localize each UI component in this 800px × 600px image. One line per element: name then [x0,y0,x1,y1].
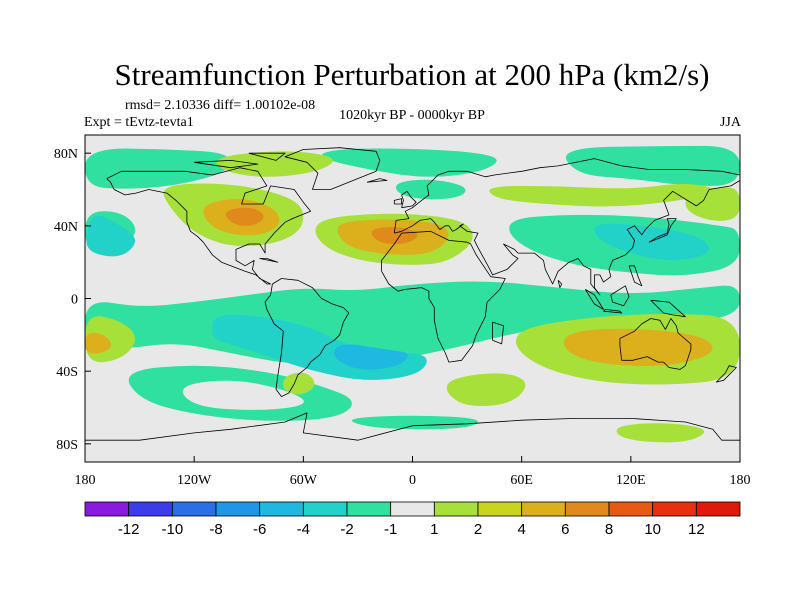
coastline-5 [85,412,740,441]
period-label: 1020kyr BP - 0000kyr BP [339,108,485,123]
coastline-10 [584,289,604,310]
colorbar-label: -4 [297,521,310,538]
x-tick-label: 120E [616,473,646,488]
colorbar-swatch [259,501,304,517]
y-tick-label: 40S [56,365,78,380]
coastline-17 [366,178,388,183]
coastline-3 [393,158,740,296]
map-area [85,135,740,462]
contour-west-pacific-low [86,215,136,257]
colorbar-label: 2 [474,521,482,538]
contour-antarctic-low [351,415,479,430]
contour-greenland-high [216,151,333,177]
colorbar-swatch [521,501,566,517]
coastline-20 [194,159,259,169]
x-tick-label: 120W [177,473,212,488]
chart-title: Streamfunction Perturbation at 200 hPa (… [115,57,710,92]
colorbar-label: 12 [688,521,705,538]
contour-south-indian-high [446,373,526,407]
colorbar-label: 1 [430,521,438,538]
colorbar-label: -6 [253,521,266,538]
colorbar-label: -1 [384,521,397,538]
coastline-8 [393,198,403,205]
colorbar-swatch [477,501,523,517]
contour-atlantic-peak [371,227,418,244]
contour-north-america-peak [225,207,264,226]
contour-arctic-asia [565,145,740,186]
contour-west-pacific-sh-core [85,332,112,354]
coastline-21 [248,152,286,161]
x-tick-label: 180 [730,473,751,488]
coastline-9 [648,218,677,243]
coastline-18 [557,280,563,289]
colorbar-swatch [433,501,479,517]
colorbar-swatch [128,501,173,517]
coastline-6 [284,147,381,190]
y-tick-label: 80N [54,147,78,162]
colorbar-label: 10 [644,521,661,538]
y-tick-label: 40N [54,220,78,235]
x-tick-label: 0 [409,473,416,488]
colorbar-swatch [171,501,217,517]
contour-arctic-low [321,148,497,177]
colorbar-label: -10 [161,521,183,538]
colorbar-label: -2 [340,521,353,538]
contour-eurasia-high [489,184,713,207]
x-tick-label: 60E [510,473,533,488]
contour-pacific-sh-core [212,321,279,345]
coastline-7 [401,190,417,209]
coastline-13 [650,299,686,318]
experiment-label: Expt = tEvtz-tevta1 [84,115,194,130]
stats-label: rmsd= 2.10336 diff= 1.00102e-08 [125,98,315,113]
contour-antarctic-high [616,423,705,443]
colorbar-swatch [390,501,435,517]
coastline-4 [619,318,692,370]
colorbar-label: -12 [118,521,140,538]
x-tick-label: 60W [290,473,318,488]
contour-europe-low [395,179,466,200]
coastline-0 [106,167,312,285]
coastline-2 [381,230,506,363]
coastline-19 [259,258,279,263]
colorbar-label: 6 [561,521,569,538]
contour-north-pacific-60n [85,148,231,189]
colorbar-label: 4 [517,521,525,538]
coastline-11 [603,308,623,314]
colorbar-swatch [84,501,130,517]
y-axis: 80N 40N 0 40S 80S [54,147,91,453]
y-tick-label: 80S [56,438,78,453]
colorbar-swatch [215,501,261,517]
coastline-1 [264,278,350,398]
colorbar-swatch [695,501,741,517]
colorbar-label: 8 [605,521,613,538]
coastline-15 [492,321,504,345]
colorbar-swatch [302,501,348,517]
season-label: JJA [720,115,742,130]
colorbar-swatch [652,501,697,517]
coastline-16 [715,365,737,383]
y-tick-label: 0 [71,293,78,308]
coastlines [85,147,740,441]
contour-south-ring-hole [182,380,304,410]
colorbar: -12 -10 -8 -6 -4 -2 -1 1 2 4 6 8 10 12 [84,501,741,538]
colorbar-label: -8 [209,521,222,538]
contour-pacific-east-high [685,187,740,221]
contour-south-atlantic-core [334,344,408,370]
x-tick-label: 180 [75,473,96,488]
contour-east-asia-core [594,223,709,260]
colorbar-swatch [564,501,610,517]
colorbar-swatch [608,501,654,517]
x-axis: 180 120W 60W 0 60E 120E 180 [75,456,751,488]
colorbar-swatch [346,501,392,517]
contour-australia-core [564,328,713,367]
coastline-14 [628,265,643,287]
coastline-12 [610,285,630,307]
